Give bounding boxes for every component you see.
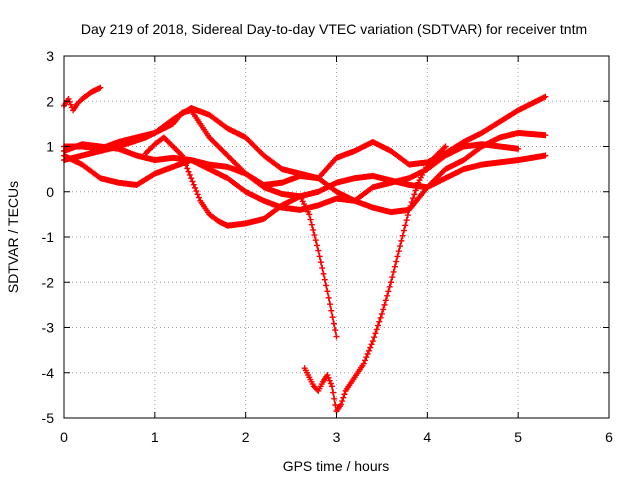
x-axis-label: GPS time / hours	[283, 458, 390, 474]
series-markers	[301, 143, 449, 415]
y-tick-label: 0	[46, 184, 54, 200]
chart-title: Day 219 of 2018, Sidereal Day-to-day VTE…	[81, 21, 587, 37]
series-s5	[61, 107, 522, 204]
x-tick-label: 6	[605, 429, 613, 445]
y-tick-label: -1	[42, 229, 55, 245]
y-tick-label: -3	[42, 320, 55, 336]
grid	[64, 56, 609, 418]
x-tick-label: 1	[151, 429, 159, 445]
y-tick-label: 3	[46, 48, 54, 64]
x-tick-label: 0	[60, 429, 68, 445]
series-s1	[61, 84, 104, 114]
x-tick-label: 5	[514, 429, 522, 445]
series-s6	[142, 134, 340, 340]
x-tick-label: 4	[423, 429, 431, 445]
y-axis-label: SDTVAR / TECUs	[5, 181, 21, 293]
y-tick-label: 2	[46, 93, 54, 109]
y-tick-label: -4	[42, 365, 55, 381]
y-tick-label: 1	[46, 139, 54, 155]
x-tick-label: 3	[333, 429, 341, 445]
y-tick-label: -2	[42, 274, 55, 290]
series-markers	[142, 134, 340, 340]
y-tick-label: -5	[42, 410, 55, 426]
data-series	[61, 84, 549, 415]
x-tick-label: 2	[242, 429, 250, 445]
axis-ticks: 0 1 2 3 4 5 6 -5 -4 -3 -2 -1 0 1 2 3	[42, 48, 614, 445]
series-markers	[61, 84, 104, 114]
series-s7	[301, 143, 449, 415]
